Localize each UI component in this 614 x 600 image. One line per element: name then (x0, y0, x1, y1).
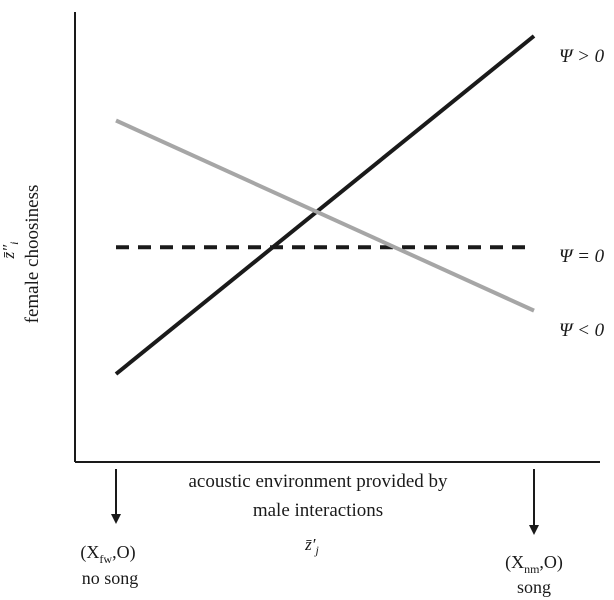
x-axis-title-line-1: acoustic environment provided by (188, 471, 448, 492)
series-line-positive (114, 34, 536, 376)
series-label-negative: Ψ < 0 (559, 320, 605, 341)
series-layer (114, 34, 536, 376)
x-axis-title-line-2: male interactions (253, 500, 383, 521)
series-label-positive: Ψ > 0 (559, 46, 605, 67)
endpoint-right-caption: song (517, 577, 551, 597)
endpoint-left-caption: no song (82, 568, 139, 588)
y-axis-symbol: z̄″i (0, 241, 21, 259)
endpoint-right-label: (Xnm,O) (505, 552, 563, 576)
x-axis-symbol: z̄′j (304, 535, 319, 557)
series-label-zero: Ψ = 0 (559, 246, 605, 267)
endpoint-left-label: (Xfw,O) (80, 542, 135, 566)
series-line-negative (115, 118, 535, 313)
y-axis-title: female choosiness (22, 185, 43, 324)
